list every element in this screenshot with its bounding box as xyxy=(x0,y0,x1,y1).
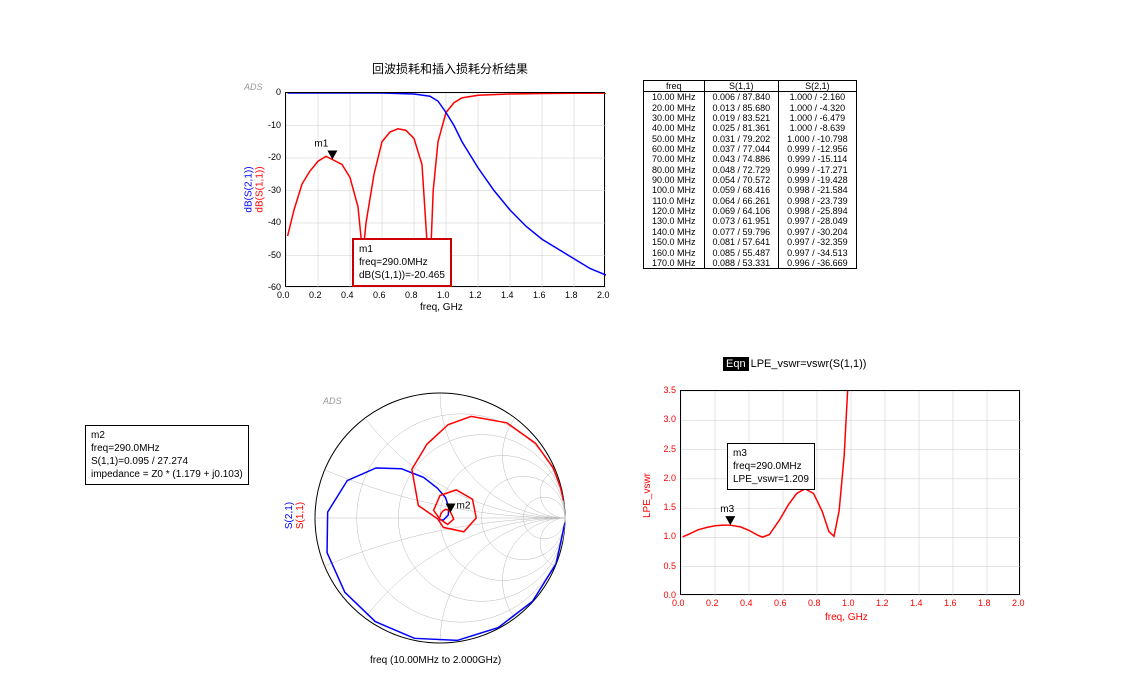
table-row: 10.00 MHz0.006 / 87.8401.000 / -2.160 xyxy=(644,92,857,103)
smith-chart: m2 xyxy=(295,388,585,648)
table-row: 30.00 MHz0.019 / 83.5211.000 / -6.479 xyxy=(644,113,857,123)
equation: EqnLPE_vswr=vswr(S(1,1)) xyxy=(723,358,866,370)
chart3-plot-area: m3 xyxy=(680,390,1020,595)
eqn-text: LPE_vswr=vswr(S(1,1)) xyxy=(751,358,867,370)
chart2-marker-box: m2 freq=290.0MHz S(1,1)=0.095 / 27.274 i… xyxy=(85,425,249,485)
table-row: 150.0 MHz0.081 / 57.6410.997 / -32.359 xyxy=(644,237,857,247)
table-row: 70.00 MHz0.043 / 74.8860.999 / -15.114 xyxy=(644,154,857,164)
m3-value: LPE_vswr=1.209 xyxy=(733,473,809,486)
table-row: 130.0 MHz0.073 / 61.9510.997 / -28.049 xyxy=(644,216,857,226)
table-header: freq xyxy=(644,81,705,92)
chart1-title: 回波损耗和插入损耗分析结果 xyxy=(300,60,600,77)
m1-name: m1 xyxy=(359,243,445,256)
table-row: 90.00 MHz0.054 / 70.5720.999 / -19.428 xyxy=(644,175,857,185)
m2-impedance: impedance = Z0 * (1.179 + j0.103) xyxy=(91,468,243,481)
table-row: 100.0 MHz0.059 / 68.4160.998 / -21.584 xyxy=(644,185,857,195)
table-row: 120.0 MHz0.069 / 64.1060.998 / -25.894 xyxy=(644,206,857,216)
chart3-ylabel: LPE_vswr xyxy=(642,473,653,518)
m2-freq: freq=290.0MHz xyxy=(91,442,243,455)
chart3-marker-box: m3 freq=290.0MHz LPE_vswr=1.209 xyxy=(727,443,815,490)
table-header: S(1,1) xyxy=(704,81,779,92)
table-row: 80.00 MHz0.048 / 72.7290.999 / -17.271 xyxy=(644,165,857,175)
sparam-table: freqS(1,1)S(2,1) 10.00 MHz0.006 / 87.840… xyxy=(643,80,857,269)
chart2-xlabel: freq (10.00MHz to 2.000GHz) xyxy=(370,655,501,666)
chart1-marker-box: m1 freq=290.0MHz dB(S(1,1))=-20.465 xyxy=(352,238,452,287)
table-row: 20.00 MHz0.013 / 85.6801.000 / -4.320 xyxy=(644,103,857,113)
table-row: 50.00 MHz0.031 / 79.2021.000 / -10.798 xyxy=(644,134,857,144)
table-row: 160.0 MHz0.085 / 55.4870.997 / -34.513 xyxy=(644,248,857,258)
svg-text:m1: m1 xyxy=(314,139,328,150)
m3-name: m3 xyxy=(733,447,809,460)
table-header: S(2,1) xyxy=(779,81,857,92)
m1-freq: freq=290.0MHz xyxy=(359,256,445,269)
chart2-ylabel-red: S(1,1) xyxy=(295,502,306,529)
chart2-ylabel-blue: S(2,1) xyxy=(284,502,295,529)
chart1-ylabel-blue: dB(S(2,1)) xyxy=(244,166,255,212)
eqn-prefix: Eqn xyxy=(723,357,749,371)
table-row: 170.0 MHz0.088 / 53.3310.996 / -36.669 xyxy=(644,258,857,269)
chart1-xlabel: freq, GHz xyxy=(420,302,463,313)
table-row: 140.0 MHz0.077 / 59.7960.997 / -30.204 xyxy=(644,227,857,237)
m2-s11: S(1,1)=0.095 / 27.274 xyxy=(91,455,243,468)
chart1-ylabel-red: dB(S(1,1)) xyxy=(255,166,266,212)
chart3-xlabel: freq, GHz xyxy=(825,612,868,623)
table-row: 40.00 MHz0.025 / 81.3611.000 / -8.639 xyxy=(644,123,857,133)
table-row: 110.0 MHz0.064 / 66.2610.998 / -23.739 xyxy=(644,196,857,206)
svg-text:m3: m3 xyxy=(720,504,734,515)
m2-name: m2 xyxy=(91,429,243,442)
m1-value: dB(S(1,1))=-20.465 xyxy=(359,269,445,282)
svg-text:m2: m2 xyxy=(457,501,471,512)
table-row: 60.00 MHz0.037 / 77.0440.999 / -12.956 xyxy=(644,144,857,154)
m3-freq: freq=290.0MHz xyxy=(733,460,809,473)
chart1-ads-label: ADS xyxy=(244,82,263,92)
